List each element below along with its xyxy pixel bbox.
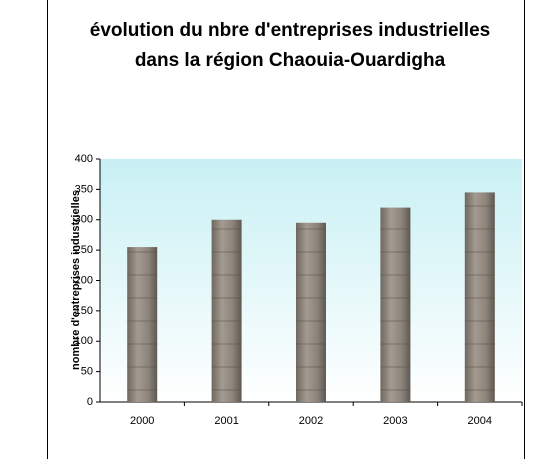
bar-texture <box>296 222 326 402</box>
y-tick-label: 150 <box>75 305 93 317</box>
bar-texture <box>127 247 158 402</box>
x-tick-label: 2003 <box>383 415 407 427</box>
chart-frame <box>47 0 525 459</box>
bar-texture <box>380 207 411 402</box>
y-tick-label: 100 <box>75 335 93 347</box>
chart-title: évolution du nbre d'entreprises industri… <box>89 20 491 71</box>
y-axis-label: nombre d'entreprises industrielles <box>70 190 82 370</box>
x-tick-label: 2000 <box>130 415 154 427</box>
y-tick-label: 0 <box>87 396 93 408</box>
y-tick-label: 200 <box>75 274 93 286</box>
y-tick-label: 250 <box>75 244 93 256</box>
y-tick-label: 300 <box>75 214 93 226</box>
y-tick-label: 400 <box>75 153 93 165</box>
x-tick-label: 2004 <box>468 415 492 427</box>
x-tick-label: 2001 <box>214 415 238 427</box>
y-tick-label: 50 <box>81 366 93 378</box>
x-tick-label: 2002 <box>299 415 323 427</box>
y-tick-label: 350 <box>75 183 93 195</box>
bar-texture <box>211 219 242 402</box>
bar-texture <box>464 192 495 402</box>
